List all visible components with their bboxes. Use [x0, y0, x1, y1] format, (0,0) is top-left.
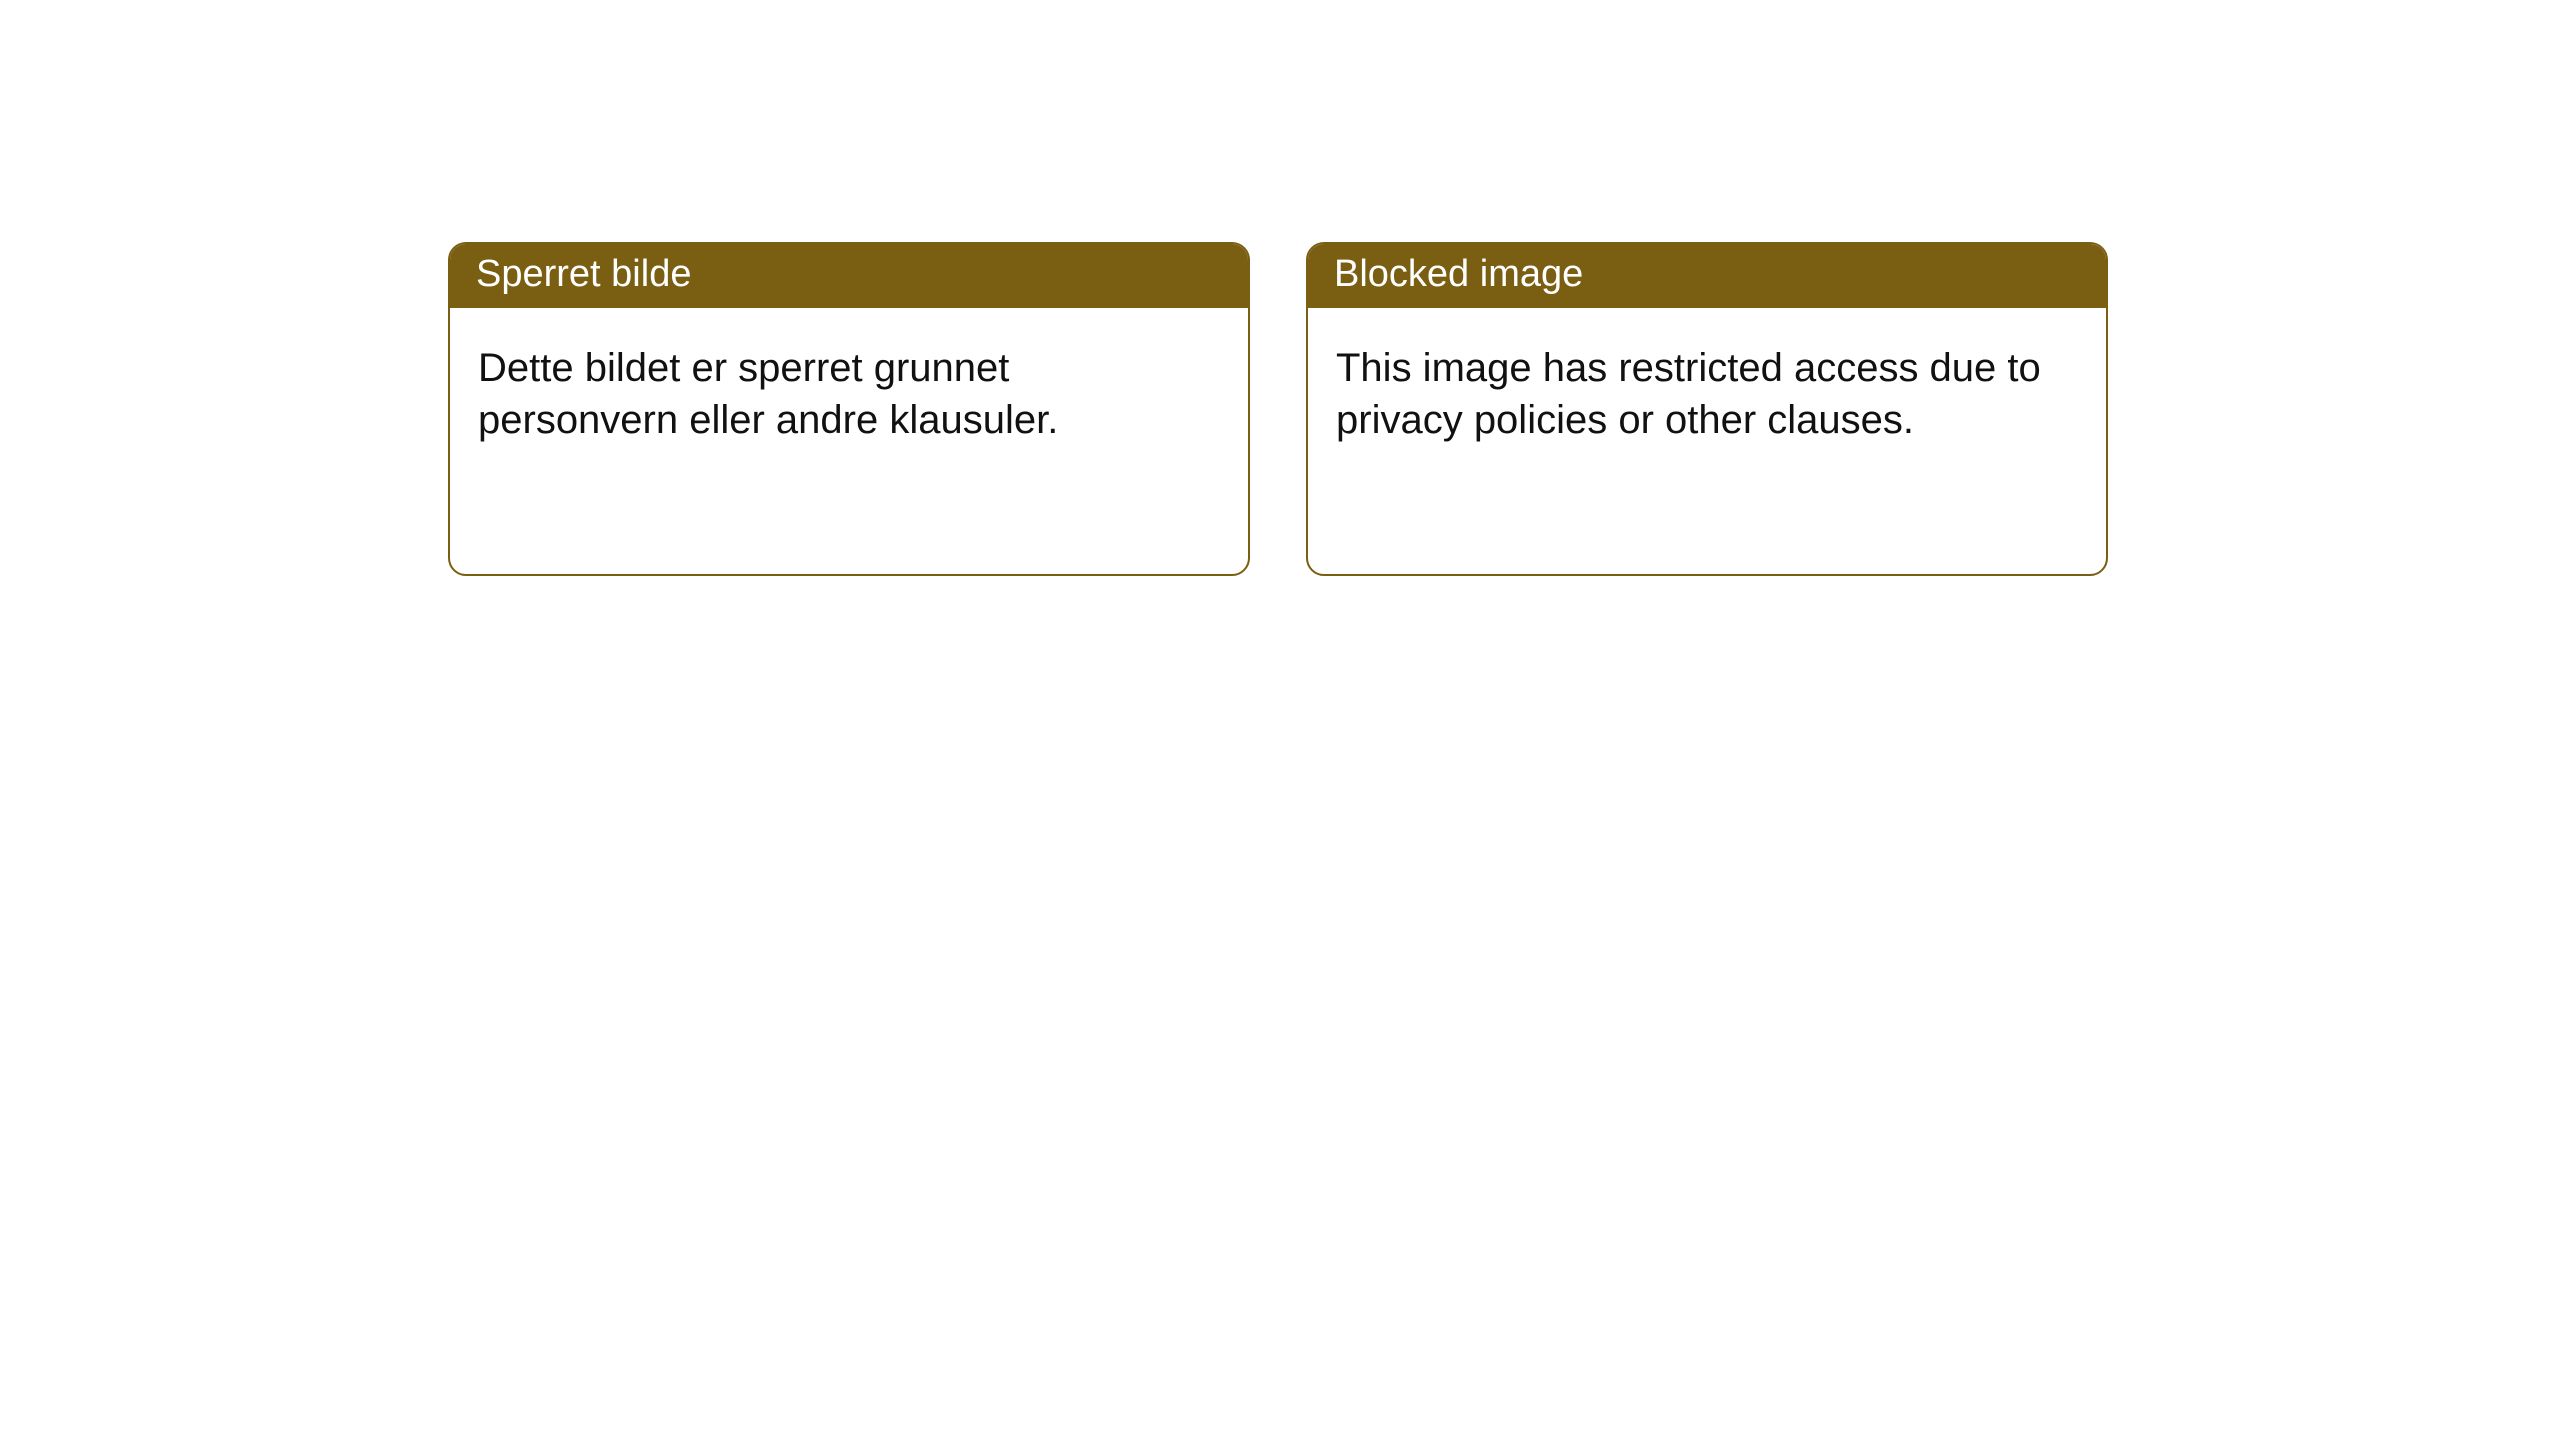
card-title: Sperret bilde — [476, 253, 691, 295]
card-body-text: This image has restricted access due to … — [1336, 346, 2041, 442]
card-body: Dette bildet er sperret grunnet personve… — [450, 308, 1248, 466]
card-body: This image has restricted access due to … — [1308, 308, 2106, 466]
notice-card-english: Blocked image This image has restricted … — [1306, 242, 2108, 576]
notice-card-norwegian: Sperret bilde Dette bildet er sperret gr… — [448, 242, 1250, 576]
card-header: Blocked image — [1308, 244, 2106, 308]
notice-container: Sperret bilde Dette bildet er sperret gr… — [0, 0, 2560, 576]
card-title: Blocked image — [1334, 253, 1583, 295]
card-body-text: Dette bildet er sperret grunnet personve… — [478, 346, 1058, 442]
card-header: Sperret bilde — [450, 244, 1248, 308]
